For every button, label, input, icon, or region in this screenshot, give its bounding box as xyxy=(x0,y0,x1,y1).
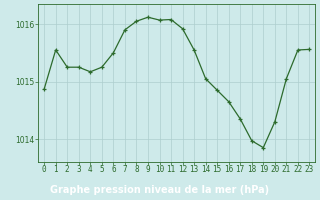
Text: Graphe pression niveau de la mer (hPa): Graphe pression niveau de la mer (hPa) xyxy=(51,185,269,195)
